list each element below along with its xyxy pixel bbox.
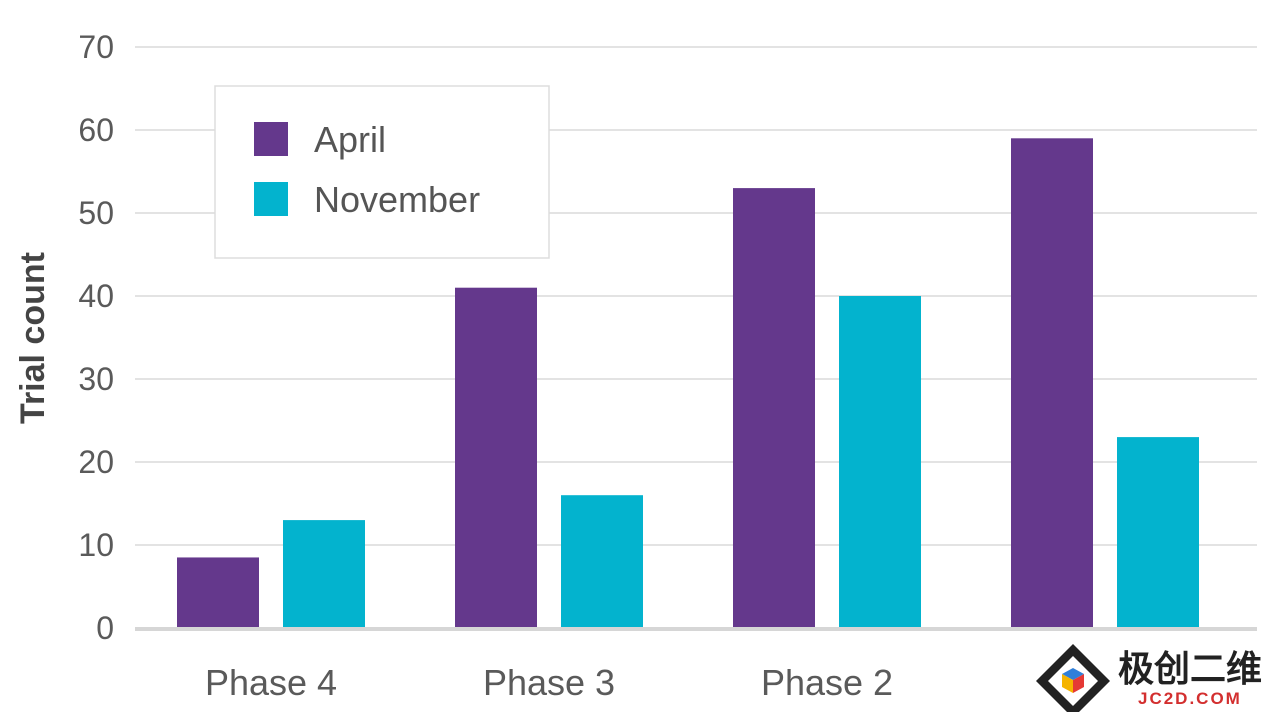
watermark-chinese: 极创二维 <box>1118 648 1262 689</box>
y-tick-label: 20 <box>78 444 114 480</box>
y-tick-label: 50 <box>78 195 114 231</box>
bar-april-group-4 <box>1011 138 1093 629</box>
y-tick-label: 30 <box>78 361 114 397</box>
bar-april-phase-2 <box>733 188 815 628</box>
bar-november-group-4 <box>1117 437 1199 628</box>
legend-swatch-april <box>254 122 288 156</box>
y-tick-labels: 0 10 20 30 40 50 60 70 <box>78 29 114 646</box>
x-tick-label: Phase 2 <box>761 662 893 703</box>
y-tick-label: 0 <box>96 610 114 646</box>
bar-november-phase-3 <box>561 495 643 628</box>
watermark-latin: JC2D.COM <box>1138 689 1242 708</box>
legend-label-november: November <box>314 179 480 220</box>
x-tick-label: Phase 3 <box>483 662 615 703</box>
y-tick-label: 10 <box>78 527 114 563</box>
bars <box>177 138 1199 629</box>
legend-box <box>214 85 550 259</box>
cube-logo-icon <box>1036 644 1110 712</box>
watermark: 极创二维 JC2D.COM <box>1036 644 1262 712</box>
y-tick-label: 70 <box>78 29 114 65</box>
y-tick-label: 40 <box>78 278 114 314</box>
legend-swatch-november <box>254 182 288 216</box>
bar-april-phase-4 <box>177 557 259 628</box>
legend: April November <box>214 85 550 259</box>
y-axis-title: Trial count <box>14 252 52 424</box>
y-tick-label: 60 <box>78 112 114 148</box>
bar-november-phase-4 <box>283 520 365 628</box>
x-tick-labels: Phase 4 Phase 3 Phase 2 <box>205 662 893 703</box>
legend-label-april: April <box>314 119 386 160</box>
bar-november-phase-2 <box>839 296 921 628</box>
bar-april-phase-3 <box>455 287 537 628</box>
x-tick-label: Phase 4 <box>205 662 337 703</box>
